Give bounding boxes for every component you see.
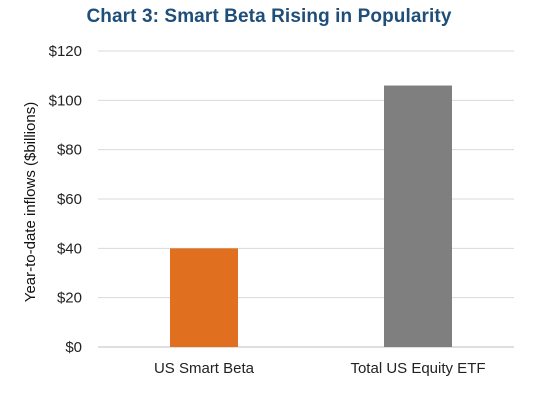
y-axis-title: Year-to-date inflows ($billions) bbox=[22, 102, 39, 302]
bars bbox=[170, 85, 452, 348]
y-tick-label: $40 bbox=[57, 240, 82, 257]
y-tick-label: $0 bbox=[65, 339, 82, 356]
y-tick-label: $20 bbox=[57, 290, 82, 307]
y-tick-label: $120 bbox=[49, 43, 82, 60]
bar-us-smart-beta bbox=[170, 248, 238, 347]
y-tick-labels: $0 $20 $40 $60 $80 $100 $120 bbox=[49, 43, 82, 356]
bar-total-us-equity-etf bbox=[384, 85, 452, 348]
category-label: US Smart Beta bbox=[154, 360, 255, 377]
category-labels: US Smart Beta Total US Equity ETF bbox=[154, 360, 486, 377]
y-tick-label: $100 bbox=[49, 92, 82, 109]
chart-title: Chart 3: Smart Beta Rising in Popularity bbox=[86, 6, 452, 27]
y-tick-label: $80 bbox=[57, 142, 82, 159]
y-tick-label: $60 bbox=[57, 191, 82, 208]
category-label: Total US Equity ETF bbox=[350, 360, 485, 377]
